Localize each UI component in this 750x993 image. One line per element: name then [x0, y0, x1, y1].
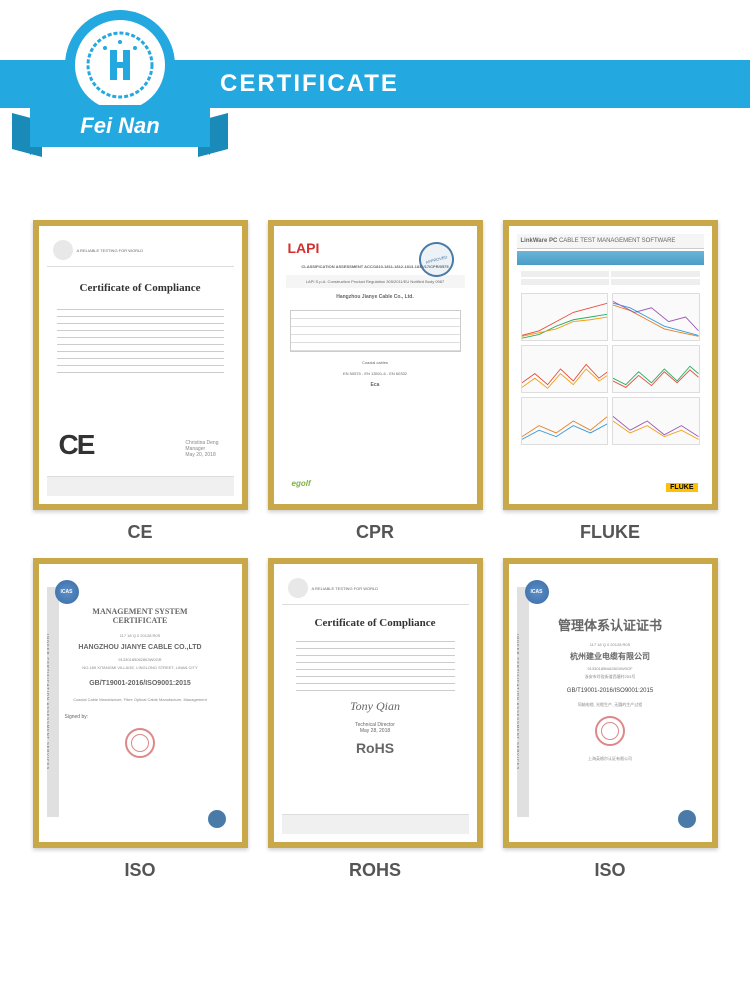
cert-label: ISO	[594, 860, 625, 881]
cert-frame: LinkWare PC CABLE TEST MANAGEMENT SOFTWA…	[503, 220, 718, 510]
rohs-mark: RoHS	[282, 740, 469, 756]
bst-icon	[288, 578, 308, 598]
cert-frame: INGEER CERTIFICATION ASSESSMENT SERVICES…	[33, 558, 248, 848]
brand-ribbon: Fei Nan	[30, 105, 210, 147]
cert-frame: A RELIABLE TESTING FOR WORLD Certificate…	[33, 220, 248, 510]
cert-title: Certificate of Compliance	[282, 617, 469, 629]
cert-item-iso1: INGEER CERTIFICATION ASSESSMENT SERVICES…	[30, 558, 250, 881]
cert-item-ce: A RELIABLE TESTING FOR WORLD Certificate…	[30, 220, 250, 543]
cert-content: A RELIABLE TESTING FOR WORLD Certificate…	[282, 572, 469, 834]
cert-label: ROHS	[349, 860, 401, 881]
egolf-logo: egolf	[292, 479, 311, 488]
header: Fei Nan CERTIFICATE	[0, 0, 750, 220]
cert-title-cn: 管理体系认证证书	[535, 615, 686, 634]
cert-label: FLUKE	[580, 522, 640, 543]
cert-item-iso2: INGEER CERTIFICATION ASSESSMENT SERVICES…	[500, 558, 720, 881]
fluke-logo: FLUKE	[666, 483, 697, 492]
section-title: CERTIFICATE	[220, 70, 399, 98]
cert-title: MANAGEMENT SYSTEM CERTIFICATE	[65, 607, 216, 625]
cert-frame: INGEER CERTIFICATION ASSESSMENT SERVICES…	[503, 558, 718, 848]
seal-icon	[595, 716, 625, 746]
brand-logo-block: Fei Nan	[30, 10, 210, 147]
seal-icon	[125, 728, 155, 758]
cert-content: INGEER CERTIFICATION ASSESSMENT SERVICES…	[517, 572, 704, 834]
cert-item-rohs: A RELIABLE TESTING FOR WORLD Certificate…	[265, 558, 485, 881]
cert-content: LinkWare PC CABLE TEST MANAGEMENT SOFTWA…	[517, 234, 704, 496]
cert-item-cpr: LAPI APPROVED CLASSIFICATION ASSESSMENT …	[265, 220, 485, 543]
icas-badge: ICAS	[525, 580, 549, 604]
brand-name: Fei Nan	[30, 105, 210, 147]
iaf-badge	[678, 810, 696, 828]
ce-mark: CE	[59, 429, 94, 461]
logo-circle	[65, 10, 175, 120]
icas-sidebar: INGEER CERTIFICATION ASSESSMENT SERVICES	[47, 587, 59, 817]
cert-title: Certificate of Compliance	[47, 282, 234, 294]
icas-badge: ICAS	[55, 580, 79, 604]
bst-icon	[53, 240, 73, 260]
cert-content: LAPI APPROVED CLASSIFICATION ASSESSMENT …	[282, 234, 469, 496]
signature: Tony Qian	[282, 699, 469, 714]
cert-label: ISO	[124, 860, 155, 881]
cert-content: A RELIABLE TESTING FOR WORLD Certificate…	[47, 234, 234, 496]
iaf-badge	[208, 810, 226, 828]
cert-frame: LAPI APPROVED CLASSIFICATION ASSESSMENT …	[268, 220, 483, 510]
logo-icon	[85, 30, 155, 100]
cert-frame: A RELIABLE TESTING FOR WORLD Certificate…	[268, 558, 483, 848]
signature: Christina DengManagerMay 20, 2018	[185, 440, 218, 458]
test-charts	[517, 289, 704, 449]
cert-label: CPR	[356, 522, 394, 543]
certificate-grid: A RELIABLE TESTING FOR WORLD Certificate…	[0, 220, 750, 911]
icas-sidebar: INGEER CERTIFICATION ASSESSMENT SERVICES	[517, 587, 529, 817]
cert-label: CE	[127, 522, 152, 543]
linkware-header: LinkWare PC CABLE TEST MANAGEMENT SOFTWA…	[517, 234, 704, 249]
cert-content: INGEER CERTIFICATION ASSESSMENT SERVICES…	[47, 572, 234, 834]
cert-item-fluke: LinkWare PC CABLE TEST MANAGEMENT SOFTWA…	[500, 220, 720, 543]
